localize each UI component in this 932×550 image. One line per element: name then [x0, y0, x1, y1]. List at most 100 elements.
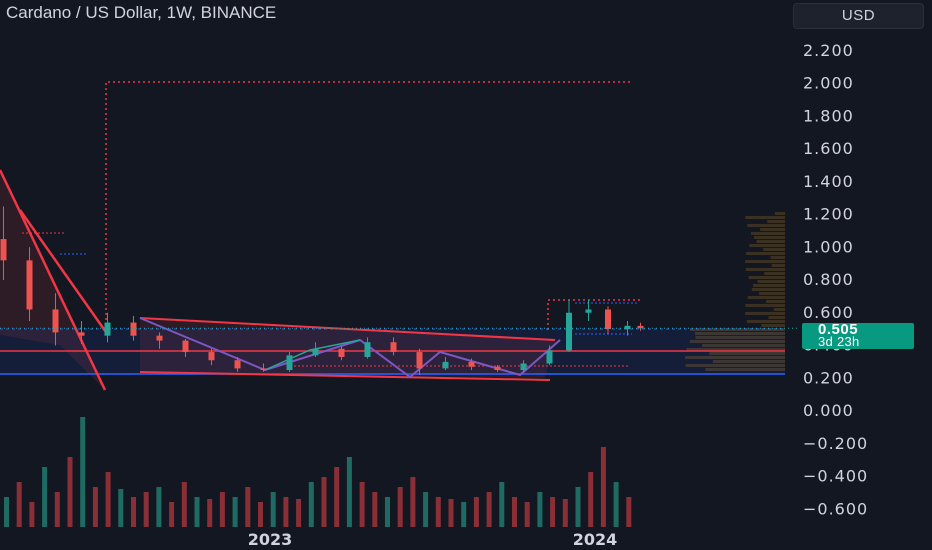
- price-tick-label: −0.400: [803, 467, 868, 486]
- volume-profile-bar: [751, 288, 785, 291]
- volume-bar: [512, 497, 517, 527]
- volume-profile-bar: [694, 332, 785, 335]
- volume-bar: [613, 482, 619, 527]
- volume-profile-bar: [705, 368, 785, 371]
- volume-profile-bar: [749, 244, 785, 247]
- volume-bar: [372, 492, 378, 527]
- volume-bar: [346, 457, 352, 527]
- candle-body: [260, 368, 267, 371]
- candle-body: [585, 309, 592, 313]
- candle-body: [390, 342, 397, 353]
- volume-bar: [207, 499, 213, 527]
- volume-bar: [448, 499, 454, 527]
- candle-body: [312, 348, 319, 356]
- volume-bar: [16, 482, 22, 527]
- volume-bar: [143, 492, 149, 527]
- candles: [0, 206, 644, 375]
- volume-bar: [473, 497, 479, 527]
- volume-bar: [258, 502, 263, 527]
- volume-bar: [105, 472, 111, 527]
- price-tick-label: 1.800: [803, 106, 854, 125]
- volume-bar: [296, 499, 302, 527]
- volume-profile-bar: [686, 348, 785, 351]
- minor-target-dotted-line: [547, 299, 640, 330]
- candle-body: [338, 348, 345, 357]
- volume-profile: [685, 212, 785, 371]
- candle-body: [26, 260, 33, 310]
- volume-profile-bar: [771, 264, 785, 267]
- volume-profile-bar: [757, 280, 785, 283]
- currency-button[interactable]: USD: [793, 3, 924, 29]
- candle-body: [286, 355, 293, 371]
- volume-bar: [626, 497, 632, 527]
- price-tick-label: 0.800: [803, 270, 854, 289]
- candle-body: [364, 342, 371, 357]
- volume-bar: [42, 467, 48, 527]
- volume-profile-bar: [709, 352, 785, 355]
- volume-profile-bar: [763, 248, 785, 251]
- volume-profile-bar: [745, 304, 785, 307]
- volume-bar: [169, 502, 175, 527]
- volume-profile-bar: [767, 220, 785, 223]
- candle-body: [546, 350, 553, 364]
- price-tick-label: 0.200: [803, 368, 854, 387]
- volume-bar: [194, 497, 200, 527]
- falling-wedge-lower: [18, 209, 110, 336]
- volume-profile-bar: [761, 324, 785, 327]
- volume-bar: [245, 487, 251, 527]
- volume-bar: [80, 417, 86, 527]
- candle-body: [130, 322, 137, 336]
- volume-bar: [321, 477, 327, 527]
- volume-profile-bar: [690, 328, 785, 331]
- volume-bar: [435, 497, 441, 527]
- price-tick-label: 1.000: [803, 237, 854, 256]
- candle-body: [566, 312, 572, 351]
- volume-bar: [232, 497, 238, 527]
- volume-profile-bar: [746, 252, 785, 255]
- volume-bar: [54, 492, 60, 527]
- price-tick-label: 1.600: [803, 139, 854, 158]
- volume-profile-bar: [748, 276, 785, 279]
- volume-profile-bar: [754, 236, 785, 239]
- target-dotted-line: [105, 81, 632, 330]
- volume-profile-bar: [773, 308, 785, 311]
- volume-profile-bar: [766, 300, 785, 303]
- volume-profile-bar: [695, 336, 785, 339]
- drawing-layer: [0, 81, 785, 527]
- falling-wedge-upper: [0, 169, 107, 391]
- volume-bar: [131, 497, 136, 527]
- candle-body: [0, 239, 7, 261]
- last-price-badge: 0.505 3d 23h: [802, 322, 914, 349]
- price-tick-label: −0.200: [803, 434, 868, 453]
- volume-bar: [600, 447, 606, 527]
- volume-profile-bar: [745, 260, 785, 263]
- bar-countdown: 3d 23h: [818, 334, 860, 349]
- wave-line: [264, 339, 361, 371]
- volume-bar: [92, 487, 98, 527]
- volume-profile-bar: [764, 272, 785, 275]
- candle-body: [468, 361, 475, 367]
- volume-profile-bar: [701, 344, 785, 347]
- volume-profile-bar: [768, 316, 785, 319]
- range-upper-trend: [139, 317, 556, 341]
- candle-body: [156, 335, 163, 341]
- volume-bar: [219, 492, 225, 527]
- volume-bar: [562, 499, 568, 527]
- volume-profile-bar: [685, 364, 785, 367]
- volume-bar: [537, 492, 543, 527]
- candle-body: [182, 340, 189, 353]
- candle-body: [234, 360, 241, 369]
- candle-body: [208, 352, 215, 361]
- volume-profile-bar: [745, 216, 785, 219]
- support-zone-fill: [0, 330, 785, 375]
- candle-body: [104, 322, 111, 336]
- volume-bar: [588, 472, 594, 527]
- volume-profile-bar: [689, 340, 785, 343]
- volume-bar: [524, 502, 530, 527]
- time-axis: 2023 2024: [248, 530, 618, 549]
- price-tick-label: 0.000: [803, 401, 854, 420]
- volume-bar: [410, 477, 416, 527]
- candle-body: [605, 309, 611, 330]
- volume-profile-bar: [760, 228, 785, 231]
